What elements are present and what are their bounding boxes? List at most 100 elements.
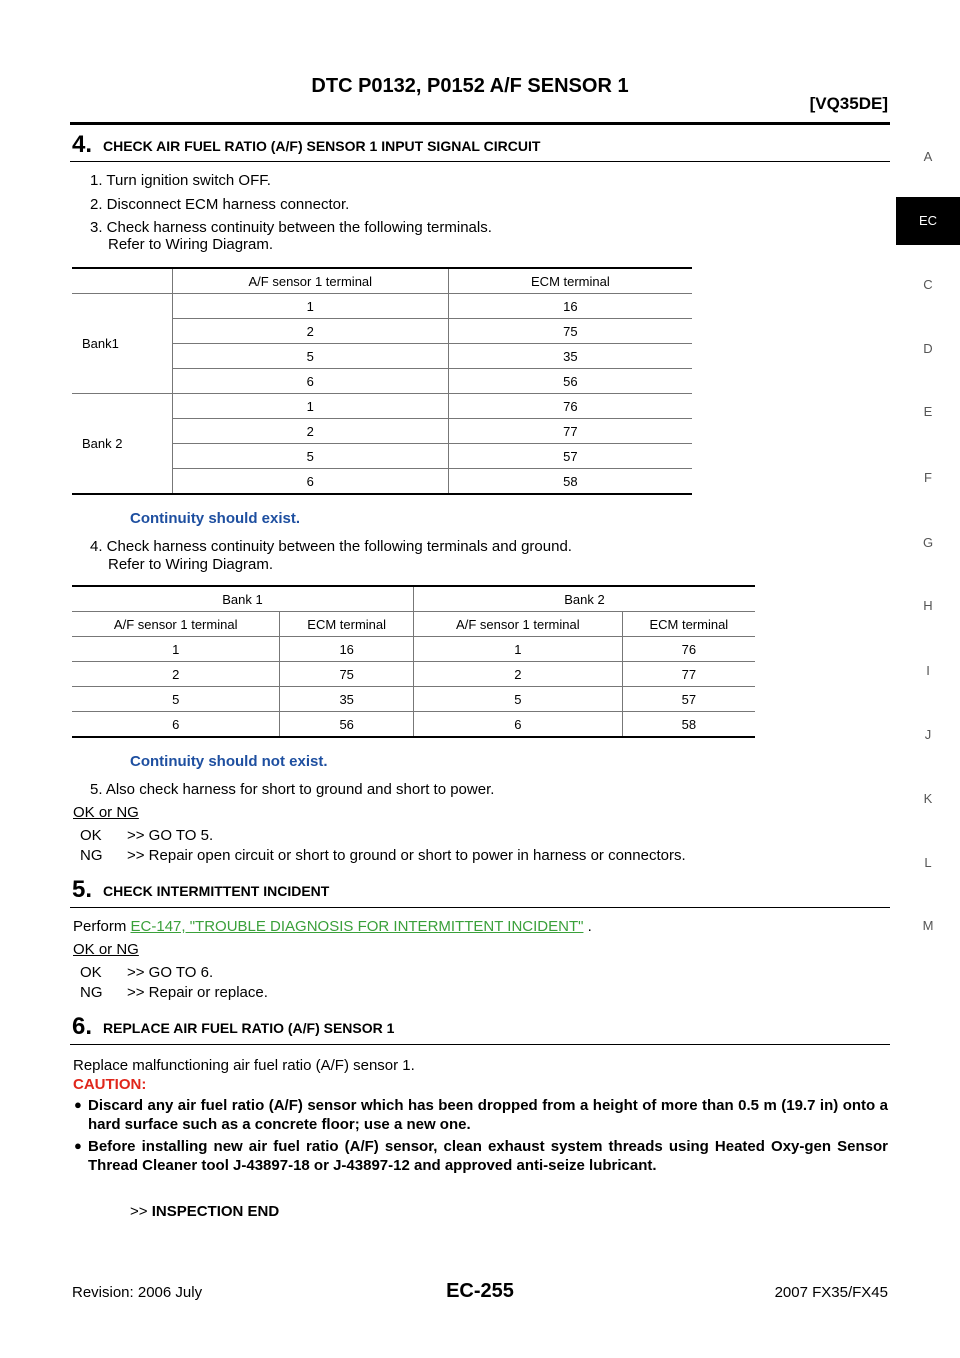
caution-item: Before installing new air fuel ratio (A/… [88, 1138, 888, 1174]
cell: 6 [72, 711, 280, 737]
option-text: >> Repair or replace. [127, 984, 268, 1001]
cell: 2 [72, 661, 280, 687]
side-tab: L [924, 855, 932, 870]
end-text: INSPECTION END [151, 1203, 280, 1220]
step-rule [70, 1044, 890, 1045]
refer-note: Refer to Wiring Diagram. [108, 556, 274, 573]
cell: 77 [621, 661, 755, 687]
cell: 2 [171, 418, 449, 444]
instruction: 2. Disconnect ECM harness connector. [90, 196, 350, 213]
header-rule [70, 122, 890, 125]
row: Bank1 1 16 [72, 293, 692, 394]
row: 5 35 [72, 343, 692, 369]
group-header: Bank 1 [72, 585, 414, 612]
option-text: >> GO TO 6. [127, 964, 214, 981]
instruction: 4. Check harness continuity between the … [90, 538, 572, 555]
cell: 16 [279, 636, 414, 662]
option-text: >> Repair open circuit or short to groun… [127, 847, 686, 864]
row: 6 56 [72, 368, 692, 394]
bullet: ● [74, 1138, 82, 1153]
end-arrow: >> [130, 1203, 148, 1220]
cell: 2 [171, 318, 449, 344]
row: Bank 2 1 76 [72, 393, 692, 494]
side-tab: K [923, 791, 933, 806]
terminal-table: A/F sensor 1 terminal ECM terminal Bank1 1 1… [72, 267, 692, 495]
row: 6 56 6 58 [72, 711, 755, 737]
header-cell: A/F sensor 1 terminal [72, 611, 280, 637]
cell: 76 [447, 393, 692, 419]
ok-ng-label: OK or NG [73, 804, 139, 821]
side-tab: H [923, 598, 933, 613]
group-row: Bank 1 Bank 2 [72, 585, 755, 612]
result-note: Continuity should exist. [130, 510, 301, 527]
side-tab: F [924, 470, 932, 485]
cell: 75 [447, 318, 692, 344]
cell: 1 [412, 636, 623, 662]
row: 2 77 [72, 418, 692, 444]
step-rule [70, 161, 890, 162]
instruction: 3. Check harness continuity between the … [90, 219, 492, 236]
step-rule [70, 907, 890, 908]
step-text: Replace malfunctioning air fuel ratio (A… [73, 1057, 415, 1074]
option-code: OK [80, 964, 102, 981]
ok-ng-label: OK or NG [73, 941, 139, 958]
step-number: 4. [72, 131, 93, 158]
page-number: EC-255 [446, 1280, 514, 1302]
group-label: Bank 2 [72, 393, 173, 494]
cell: 58 [621, 711, 755, 737]
cell: 58 [447, 468, 692, 494]
cell: 5 [171, 343, 449, 369]
refer-note: Refer to Wiring Diagram. [108, 236, 274, 253]
cell: 75 [279, 661, 414, 687]
reference-link[interactable]: EC-147, "TROUBLE DIAGNOSIS FOR INTERMITT… [130, 918, 584, 935]
bullet: ● [74, 1097, 82, 1112]
cell: 57 [447, 443, 692, 469]
side-tab: I [926, 663, 930, 678]
end-line: >> INSPECTION END [130, 1203, 279, 1221]
group-header: Bank 2 [412, 585, 755, 612]
caution-item: Discard any air fuel ratio (A/F) sensor … [88, 1097, 888, 1133]
header-row: A/F sensor 1 terminal ECM terminal A/F sen… [72, 611, 755, 637]
side-tab: D [923, 341, 933, 356]
cell: 6 [412, 711, 623, 737]
engine-code: [VQ35DE] [809, 94, 888, 113]
step-number: 6. [72, 1013, 93, 1040]
row: 2 75 2 77 [72, 661, 755, 687]
header-cell: A/F sensor 1 terminal [171, 267, 449, 294]
cell: 1 [72, 636, 280, 662]
side-tab: EC [896, 197, 960, 245]
side-tab: G [922, 535, 934, 550]
cell: 56 [447, 368, 692, 394]
header-cell: ECM terminal [621, 611, 755, 637]
perform-suffix: . [587, 918, 592, 935]
instruction: 1. Turn ignition switch OFF. [90, 172, 271, 189]
header-row: A/F sensor 1 terminal ECM terminal [72, 267, 692, 294]
side-tab: M [922, 918, 934, 933]
row: 5 35 5 57 [72, 686, 755, 712]
cell: 5 [412, 686, 623, 712]
option-code: OK [80, 827, 102, 844]
ground-table: Bank 1 Bank 2 A/F sensor 1 terminal ECM ter… [72, 585, 755, 738]
cell [72, 267, 173, 294]
row: 6 58 [72, 468, 692, 494]
side-tab: C [923, 277, 933, 292]
side-tab: A [923, 149, 933, 164]
cell: 6 [171, 468, 449, 494]
step-title: CHECK INTERMITTENT INCIDENT [103, 883, 330, 899]
cell: 16 [447, 293, 692, 319]
perform-line: Perform EC-147, "TROUBLE DIAGNOSIS FOR I… [73, 918, 592, 936]
side-tab: J [924, 727, 932, 742]
row: 2 75 [72, 318, 692, 344]
cell: 5 [72, 686, 280, 712]
cell: 56 [279, 711, 414, 737]
side-tab: E [923, 404, 933, 419]
cell: 35 [447, 343, 692, 369]
header-cell: A/F sensor 1 terminal [412, 611, 623, 637]
cell: 35 [279, 686, 414, 712]
cell: 6 [171, 368, 449, 394]
result-note: Continuity should not exist. [130, 753, 328, 770]
group-label: Bank1 [72, 293, 173, 394]
option-text: >> GO TO 5. [127, 827, 214, 844]
step-number: 5. [72, 876, 93, 903]
caution-label: CAUTION: [73, 1076, 147, 1093]
